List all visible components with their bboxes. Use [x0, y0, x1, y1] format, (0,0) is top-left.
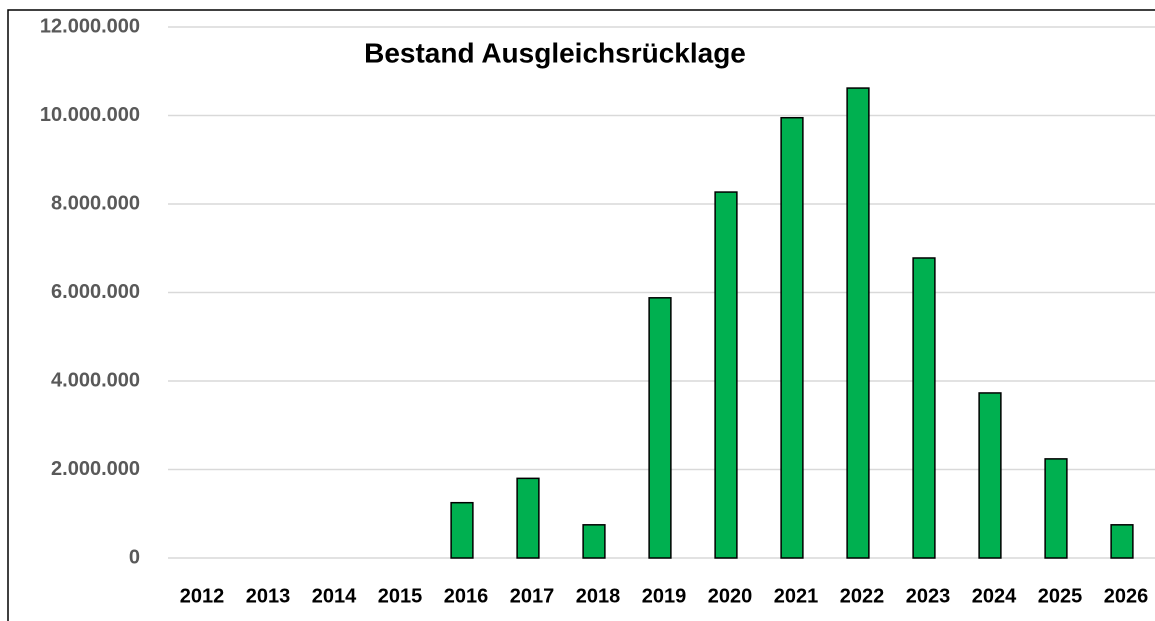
x-tick-label: 2018 [576, 585, 621, 607]
y-tick-label: 12.000.000 [40, 15, 140, 37]
bar [1110, 524, 1134, 559]
x-tick-label: 2023 [906, 585, 951, 607]
y-tick-label: 2.000.000 [51, 458, 140, 480]
chart-frame [7, 9, 1155, 621]
x-tick-label: 2019 [642, 585, 687, 607]
x-tick-label: 2017 [510, 585, 555, 607]
y-tick-label: 0 [129, 546, 140, 568]
bar [978, 392, 1002, 559]
x-tick-label: 2026 [1104, 585, 1149, 607]
bar [780, 116, 804, 559]
bar [648, 297, 672, 559]
x-tick-label: 2015 [378, 585, 423, 607]
y-tick-label: 6.000.000 [51, 281, 140, 303]
bar [714, 191, 738, 559]
x-tick-label: 2013 [246, 585, 291, 607]
x-tick-label: 2024 [972, 585, 1017, 607]
x-tick-label: 2022 [840, 585, 885, 607]
bar [912, 257, 936, 559]
bar [1044, 458, 1068, 559]
x-tick-label: 2021 [774, 585, 819, 607]
y-tick-label: 4.000.000 [51, 369, 140, 391]
bar [846, 87, 870, 559]
x-tick-label: 2020 [708, 585, 753, 607]
x-tick-label: 2014 [312, 585, 357, 607]
bar [516, 477, 540, 559]
bar [582, 524, 606, 559]
chart-title: Bestand Ausgleichsrücklage [364, 37, 746, 68]
y-tick-label: 10.000.000 [40, 104, 140, 126]
x-tick-label: 2012 [180, 585, 225, 607]
bar [450, 501, 474, 559]
x-tick-label: 2025 [1038, 585, 1083, 607]
y-tick-label: 8.000.000 [51, 192, 140, 214]
x-tick-label: 2016 [444, 585, 489, 607]
